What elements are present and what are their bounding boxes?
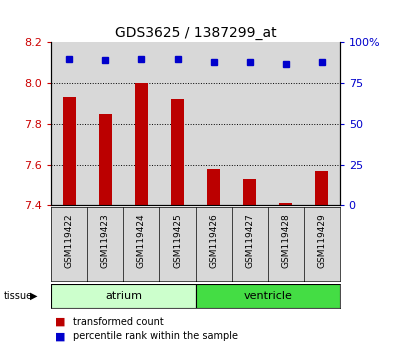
Bar: [51, 284, 196, 308]
Bar: [196, 42, 231, 205]
Bar: [171, 99, 184, 205]
Text: GSM119424: GSM119424: [137, 213, 146, 268]
Bar: [160, 42, 196, 205]
Text: GSM119422: GSM119422: [65, 213, 74, 268]
Bar: [63, 97, 76, 205]
Text: percentile rank within the sample: percentile rank within the sample: [73, 331, 238, 341]
Text: ventricle: ventricle: [243, 291, 292, 301]
Text: transformed count: transformed count: [73, 317, 164, 327]
Bar: [87, 42, 123, 205]
Text: ▶: ▶: [30, 291, 37, 301]
Text: GSM119425: GSM119425: [173, 213, 182, 268]
Bar: [304, 42, 340, 205]
Bar: [123, 42, 160, 205]
Text: atrium: atrium: [105, 291, 142, 301]
Text: GSM119426: GSM119426: [209, 213, 218, 268]
Text: GSM119429: GSM119429: [317, 213, 326, 268]
Bar: [196, 284, 340, 308]
Text: GSM119428: GSM119428: [281, 213, 290, 268]
Title: GDS3625 / 1387299_at: GDS3625 / 1387299_at: [115, 26, 276, 40]
Bar: [267, 42, 304, 205]
Bar: [99, 114, 112, 205]
Text: ■: ■: [55, 331, 66, 341]
Bar: [279, 203, 292, 205]
Bar: [243, 179, 256, 205]
Bar: [51, 42, 87, 205]
Text: GSM119427: GSM119427: [245, 213, 254, 268]
Text: tissue: tissue: [4, 291, 33, 301]
Bar: [135, 83, 148, 205]
Bar: [207, 169, 220, 205]
Text: GSM119423: GSM119423: [101, 213, 110, 268]
Text: ■: ■: [55, 317, 66, 327]
Bar: [315, 171, 328, 205]
Bar: [231, 42, 267, 205]
